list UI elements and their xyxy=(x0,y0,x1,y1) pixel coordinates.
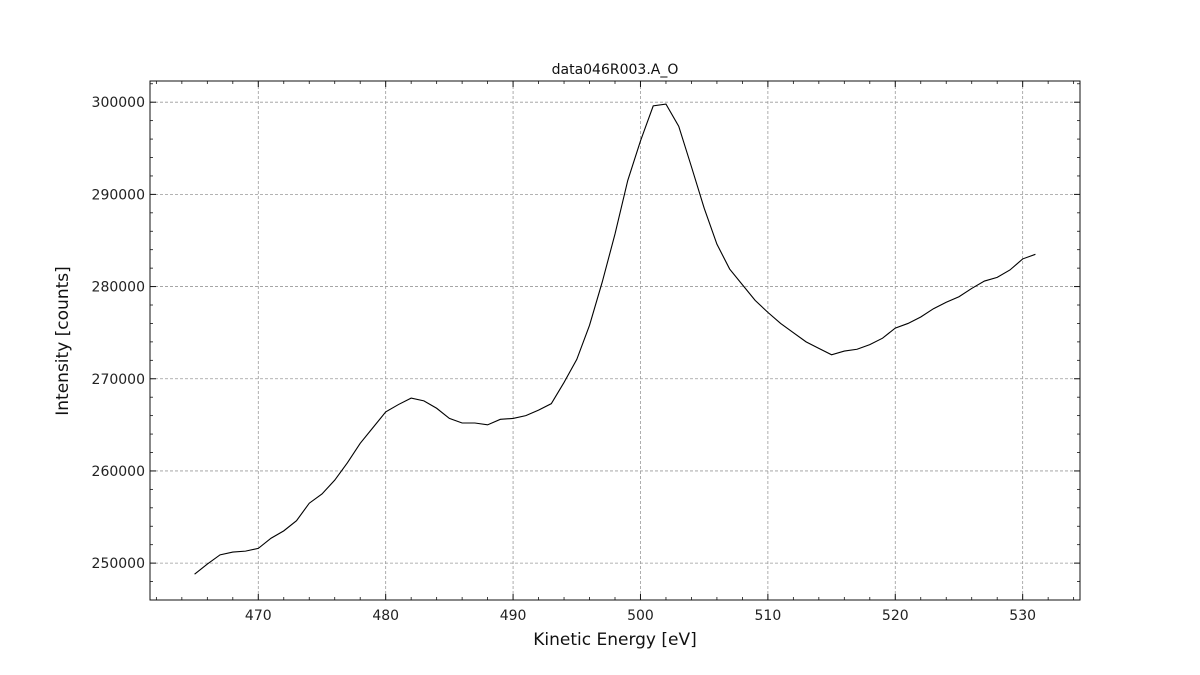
y-tick-label: 270000 xyxy=(92,372,145,388)
x-tick-label: 510 xyxy=(755,608,782,624)
x-tick-label: 470 xyxy=(245,608,272,624)
x-axis-label: Kinetic Energy [eV] xyxy=(533,630,697,650)
series-line xyxy=(194,103,1036,575)
x-tick-label: 490 xyxy=(500,608,527,624)
y-tick-label: 260000 xyxy=(92,464,145,480)
x-tick-label: 530 xyxy=(1009,608,1036,624)
y-axis-label: Intensity [counts] xyxy=(53,266,73,415)
y-tick-label: 300000 xyxy=(92,95,145,111)
chart-title: data046R003.A_O xyxy=(552,62,679,78)
x-tick-label: 500 xyxy=(627,608,654,624)
x-tick-label: 520 xyxy=(882,608,909,624)
y-tick-label: 280000 xyxy=(92,280,145,296)
y-tick-label: 290000 xyxy=(92,187,145,203)
axis-ticks xyxy=(150,81,1080,601)
x-tick-label: 480 xyxy=(372,608,399,624)
y-tick-label: 250000 xyxy=(92,556,145,572)
y-tick-labels: 250000 260000 270000 280000 290000 300000 xyxy=(92,95,145,572)
plot-frame xyxy=(149,80,1081,601)
x-tick-labels: 470 480 490 500 510 520 530 xyxy=(245,608,1036,624)
grid xyxy=(150,81,1080,600)
